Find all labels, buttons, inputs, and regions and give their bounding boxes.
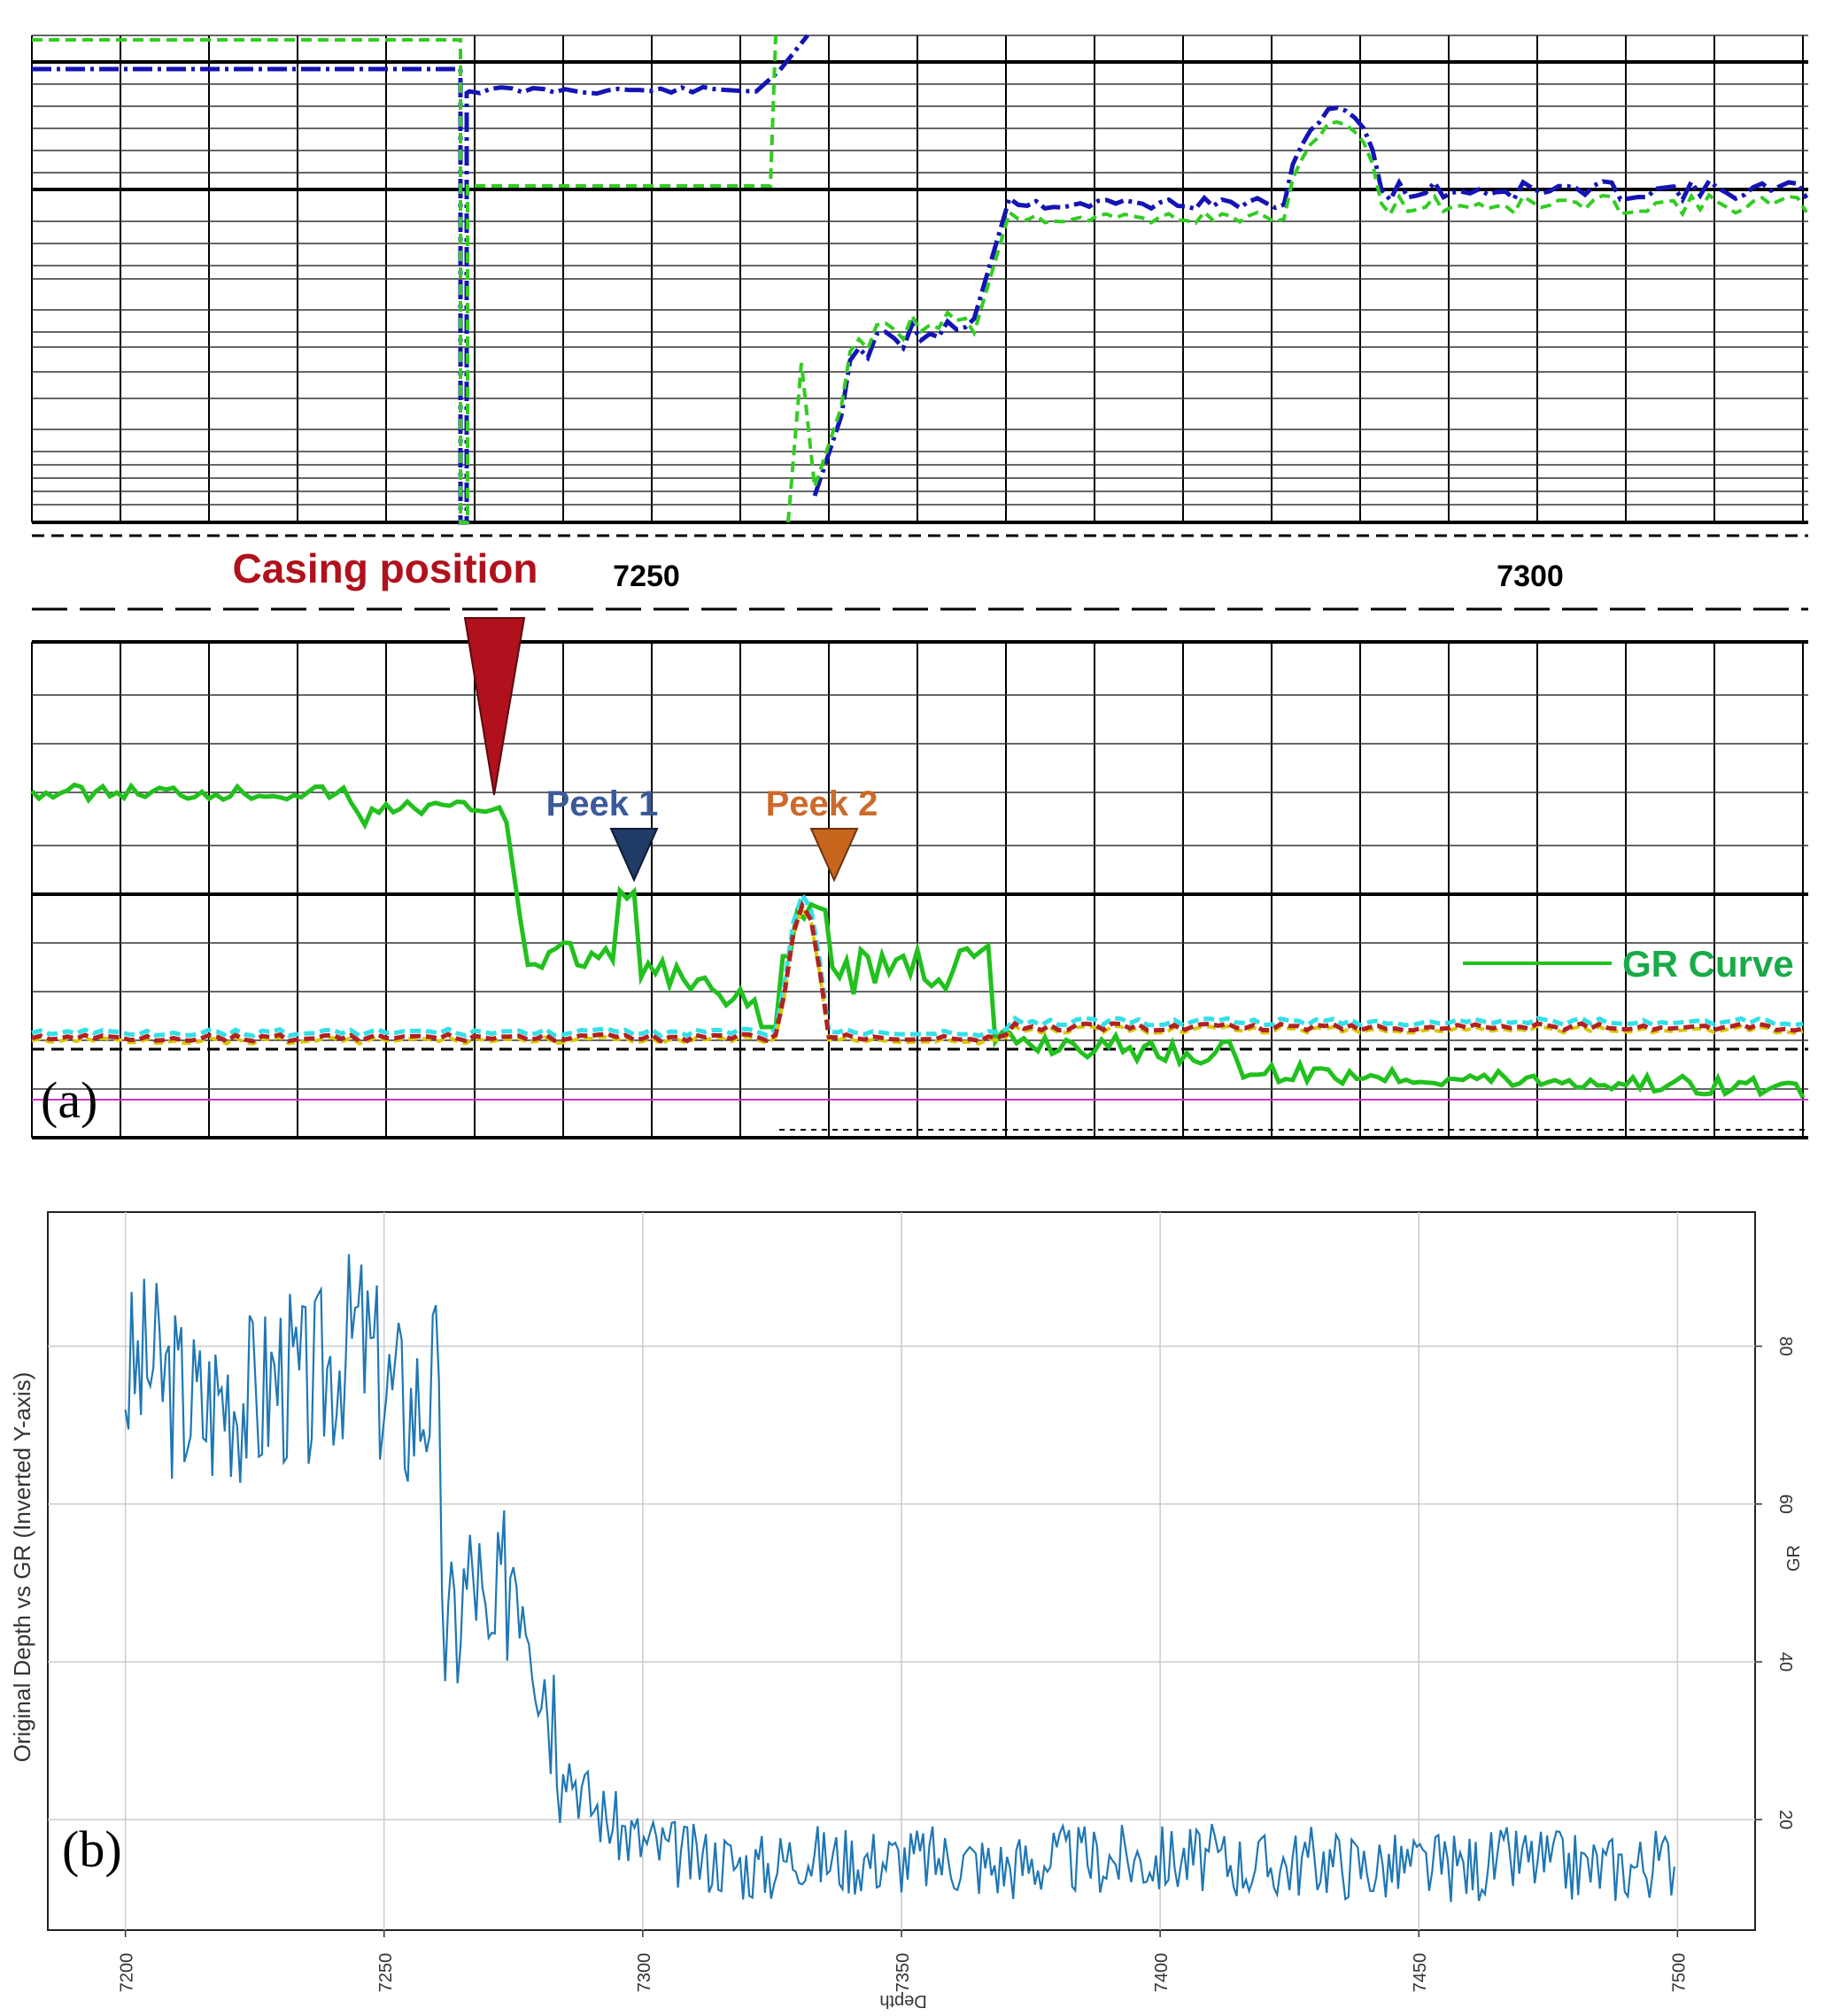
panel-b-chart: 7200 7250 7300 7350 7400 7450 7500 20 40 60 80 De… [9, 1211, 1804, 2011]
gr-curve [30, 782, 1806, 1099]
y-tick-label: 60 [1775, 1495, 1795, 1514]
x-tick-label: 7250 [376, 1953, 396, 1993]
y-tick-label: 40 [1775, 1652, 1795, 1672]
peak-2-label: Peek 2 [766, 784, 878, 823]
green-log-curve [32, 35, 777, 524]
upper-track-curves [32, 34, 1809, 525]
gr-series [124, 1254, 1675, 1903]
x-tick-label: 7200 [118, 1953, 137, 1993]
y-tick-label: 20 [1775, 1810, 1795, 1829]
gridlines [48, 1212, 1755, 1930]
peak-2-marker-icon [809, 828, 859, 883]
casing-position-marker-icon [463, 617, 526, 796]
panel-a-label: (a) [41, 1071, 97, 1129]
yellow-dashed-curve [31, 903, 1804, 1047]
gr-legend-label: GR Curve [1622, 943, 1794, 985]
lower-track-grid [31, 640, 1808, 1139]
blue-log-curve [812, 105, 1809, 497]
right-y-axis-label: GR [1784, 1545, 1804, 1572]
x-tick-label: 7450 [1411, 1953, 1430, 1993]
red-dashed-curve [31, 900, 1804, 1044]
x-axis-label: Depth [879, 1991, 926, 2011]
depth-label-7250: 7250 [613, 560, 680, 593]
cyan-dashed-curve [31, 889, 1804, 1039]
x-tick-label: 7300 [635, 1953, 654, 1993]
depth-label-7300: 7300 [1497, 560, 1564, 593]
x-tick-label: 7400 [1152, 1953, 1172, 1993]
panel-a-chart: 7250 7300 Casing position Peek 1 Peek 2 … [30, 34, 1809, 1139]
casing-position-label: Casing position [233, 545, 538, 591]
x-axis-ticks: 7200 7250 7300 7350 7400 7450 7500 [118, 1930, 1689, 1993]
green-log-curve [786, 120, 1808, 523]
x-tick-label: 7500 [1669, 1953, 1689, 1993]
gr-series-line [124, 1254, 1675, 1903]
panel-b-label: (b) [62, 1820, 122, 1878]
lower-track-curves [30, 782, 1806, 1099]
y-axis-ticks: 20 40 60 80 [1755, 1336, 1795, 1829]
left-y-axis-label: Original Depth vs GR (Inverted Y-axis) [9, 1372, 35, 1763]
y-tick-label: 80 [1775, 1336, 1795, 1356]
x-tick-label: 7350 [893, 1953, 913, 1993]
peak-1-label: Peek 1 [546, 784, 659, 823]
peak-1-marker-icon [609, 828, 659, 883]
upper-track-grid [31, 35, 1808, 611]
blue-log-curve [32, 34, 809, 525]
